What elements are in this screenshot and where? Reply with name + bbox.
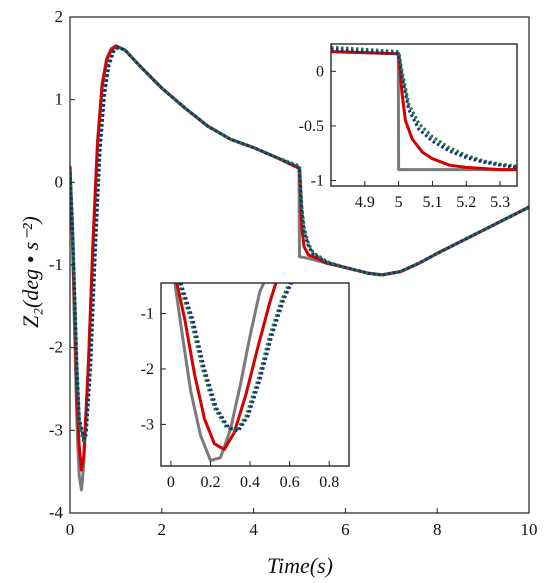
- y-tick-label: 1: [55, 90, 64, 109]
- y-tick-label: -0.5: [299, 118, 324, 135]
- x-tick-label: 5: [395, 194, 403, 211]
- series-line-3: [70, 45, 529, 445]
- series-line-3: [331, 45, 517, 168]
- series-line-4: [179, 283, 294, 433]
- x-tick-label: 0.2: [200, 474, 220, 491]
- y-tick-label: -1: [311, 173, 324, 190]
- y-tick-label: 2: [55, 7, 64, 26]
- inset-plot-dip: 0 0.2 0.4 0.6 0.8 -1 -2 -3: [141, 282, 350, 491]
- x-tick-label: 4: [249, 520, 258, 539]
- x-tick-label: 10: [521, 520, 538, 539]
- y-tick-label: -2: [141, 361, 154, 378]
- y-tick-label: -2: [49, 338, 63, 357]
- x-tick-label: 0.4: [240, 474, 260, 491]
- plot-frame: [160, 282, 350, 467]
- x-tick-label: 4.9: [355, 194, 375, 211]
- x-tick-label: 2: [158, 520, 167, 539]
- x-tick-label: 8: [433, 520, 442, 539]
- y-tick-label: -1: [141, 306, 154, 323]
- x-tick-label: 0: [167, 474, 175, 491]
- y-tick-label: -4: [49, 503, 64, 522]
- series-group: [331, 45, 517, 172]
- y-tick-label: 0: [316, 63, 324, 80]
- series-group: [70, 44, 529, 492]
- x-tick-label: 0: [66, 520, 75, 539]
- series-group: [173, 283, 294, 462]
- y-tick-label: -1: [49, 255, 63, 274]
- y-tick-label: -3: [141, 416, 154, 433]
- series-line-4: [331, 47, 517, 169]
- x-tick-label: 5.1: [422, 194, 442, 211]
- x-tick-label: 6: [341, 520, 350, 539]
- series-line-2: [175, 283, 278, 451]
- series-line-4: [70, 46, 529, 441]
- y-tick-label: 0: [55, 172, 64, 191]
- series-line-1: [173, 283, 266, 462]
- y-axis-label: Z₂(deg • s⁻²): [18, 216, 43, 328]
- series-line-3: [177, 283, 292, 433]
- series-line-2: [331, 50, 517, 172]
- plot-frame: [330, 43, 518, 187]
- x-tick-label: 0.8: [319, 474, 339, 491]
- x-axis-label: Time(s): [267, 553, 333, 578]
- y-tick-label: -3: [49, 420, 63, 439]
- x-tick-label: 5.2: [456, 194, 476, 211]
- inset-plot-step: 4.9 5 5.1 5.2 5.3 0 -0.5 -1: [299, 43, 518, 211]
- x-tick-label: 0.6: [280, 474, 300, 491]
- x-tick-label: 5.3: [490, 194, 510, 211]
